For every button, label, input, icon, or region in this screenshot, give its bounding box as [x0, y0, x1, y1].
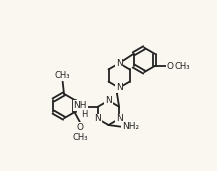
Text: O: O	[167, 62, 174, 70]
Text: H: H	[81, 110, 87, 119]
Text: N: N	[116, 83, 122, 92]
Text: N: N	[95, 114, 101, 123]
Text: N: N	[105, 96, 112, 105]
Text: NH: NH	[73, 101, 87, 110]
Text: O: O	[77, 123, 84, 132]
Text: N: N	[116, 59, 122, 68]
Text: CH₃: CH₃	[175, 62, 191, 70]
Text: CH₃: CH₃	[72, 133, 88, 142]
Text: NH₂: NH₂	[122, 122, 139, 131]
Text: CH₃: CH₃	[55, 71, 70, 81]
Text: N: N	[116, 114, 122, 123]
